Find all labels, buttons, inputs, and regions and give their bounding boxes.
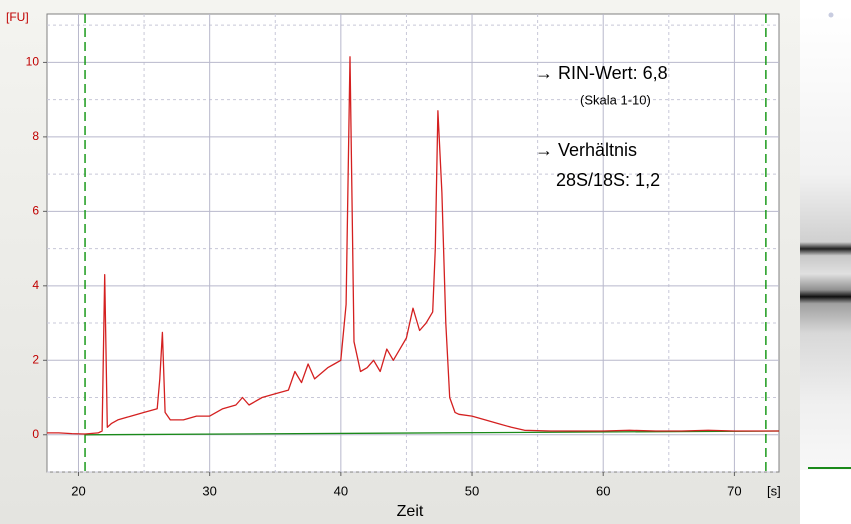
y-tick-label: 8: [32, 129, 39, 143]
x-tick-label: 60: [596, 483, 610, 498]
x-tick-label: 50: [465, 483, 479, 498]
y-tick-label: 0: [32, 427, 39, 441]
annotation: 28S/18S: 1,2: [556, 170, 660, 190]
x-tick-label: 30: [202, 483, 216, 498]
chart: [FU] [s] Zeit → RIN-Wert: 6,8 (Skala 1-1…: [0, 0, 851, 524]
y-unit: [FU]: [6, 10, 29, 24]
gel-lane: [800, 14, 851, 470]
y-tick-label: 2: [32, 352, 39, 366]
gel-dot: [829, 13, 834, 18]
x-tick-label: 20: [71, 483, 85, 498]
annotation: → Verhältnis: [535, 140, 637, 160]
x-tick-label: 70: [727, 483, 741, 498]
x-axis-label: Zeit: [397, 503, 424, 520]
x-unit: [s]: [767, 483, 781, 498]
y-tick-label: 6: [32, 204, 39, 218]
page: {"chart_data": {"type": "line", "y_unit"…: [0, 0, 851, 524]
annotation: (Skala 1-10): [580, 92, 651, 107]
annotation: → RIN-Wert: 6,8: [535, 63, 668, 83]
y-tick-label: 10: [26, 55, 40, 69]
x-tick-label: 40: [334, 483, 348, 498]
y-tick-label: 4: [32, 278, 39, 292]
